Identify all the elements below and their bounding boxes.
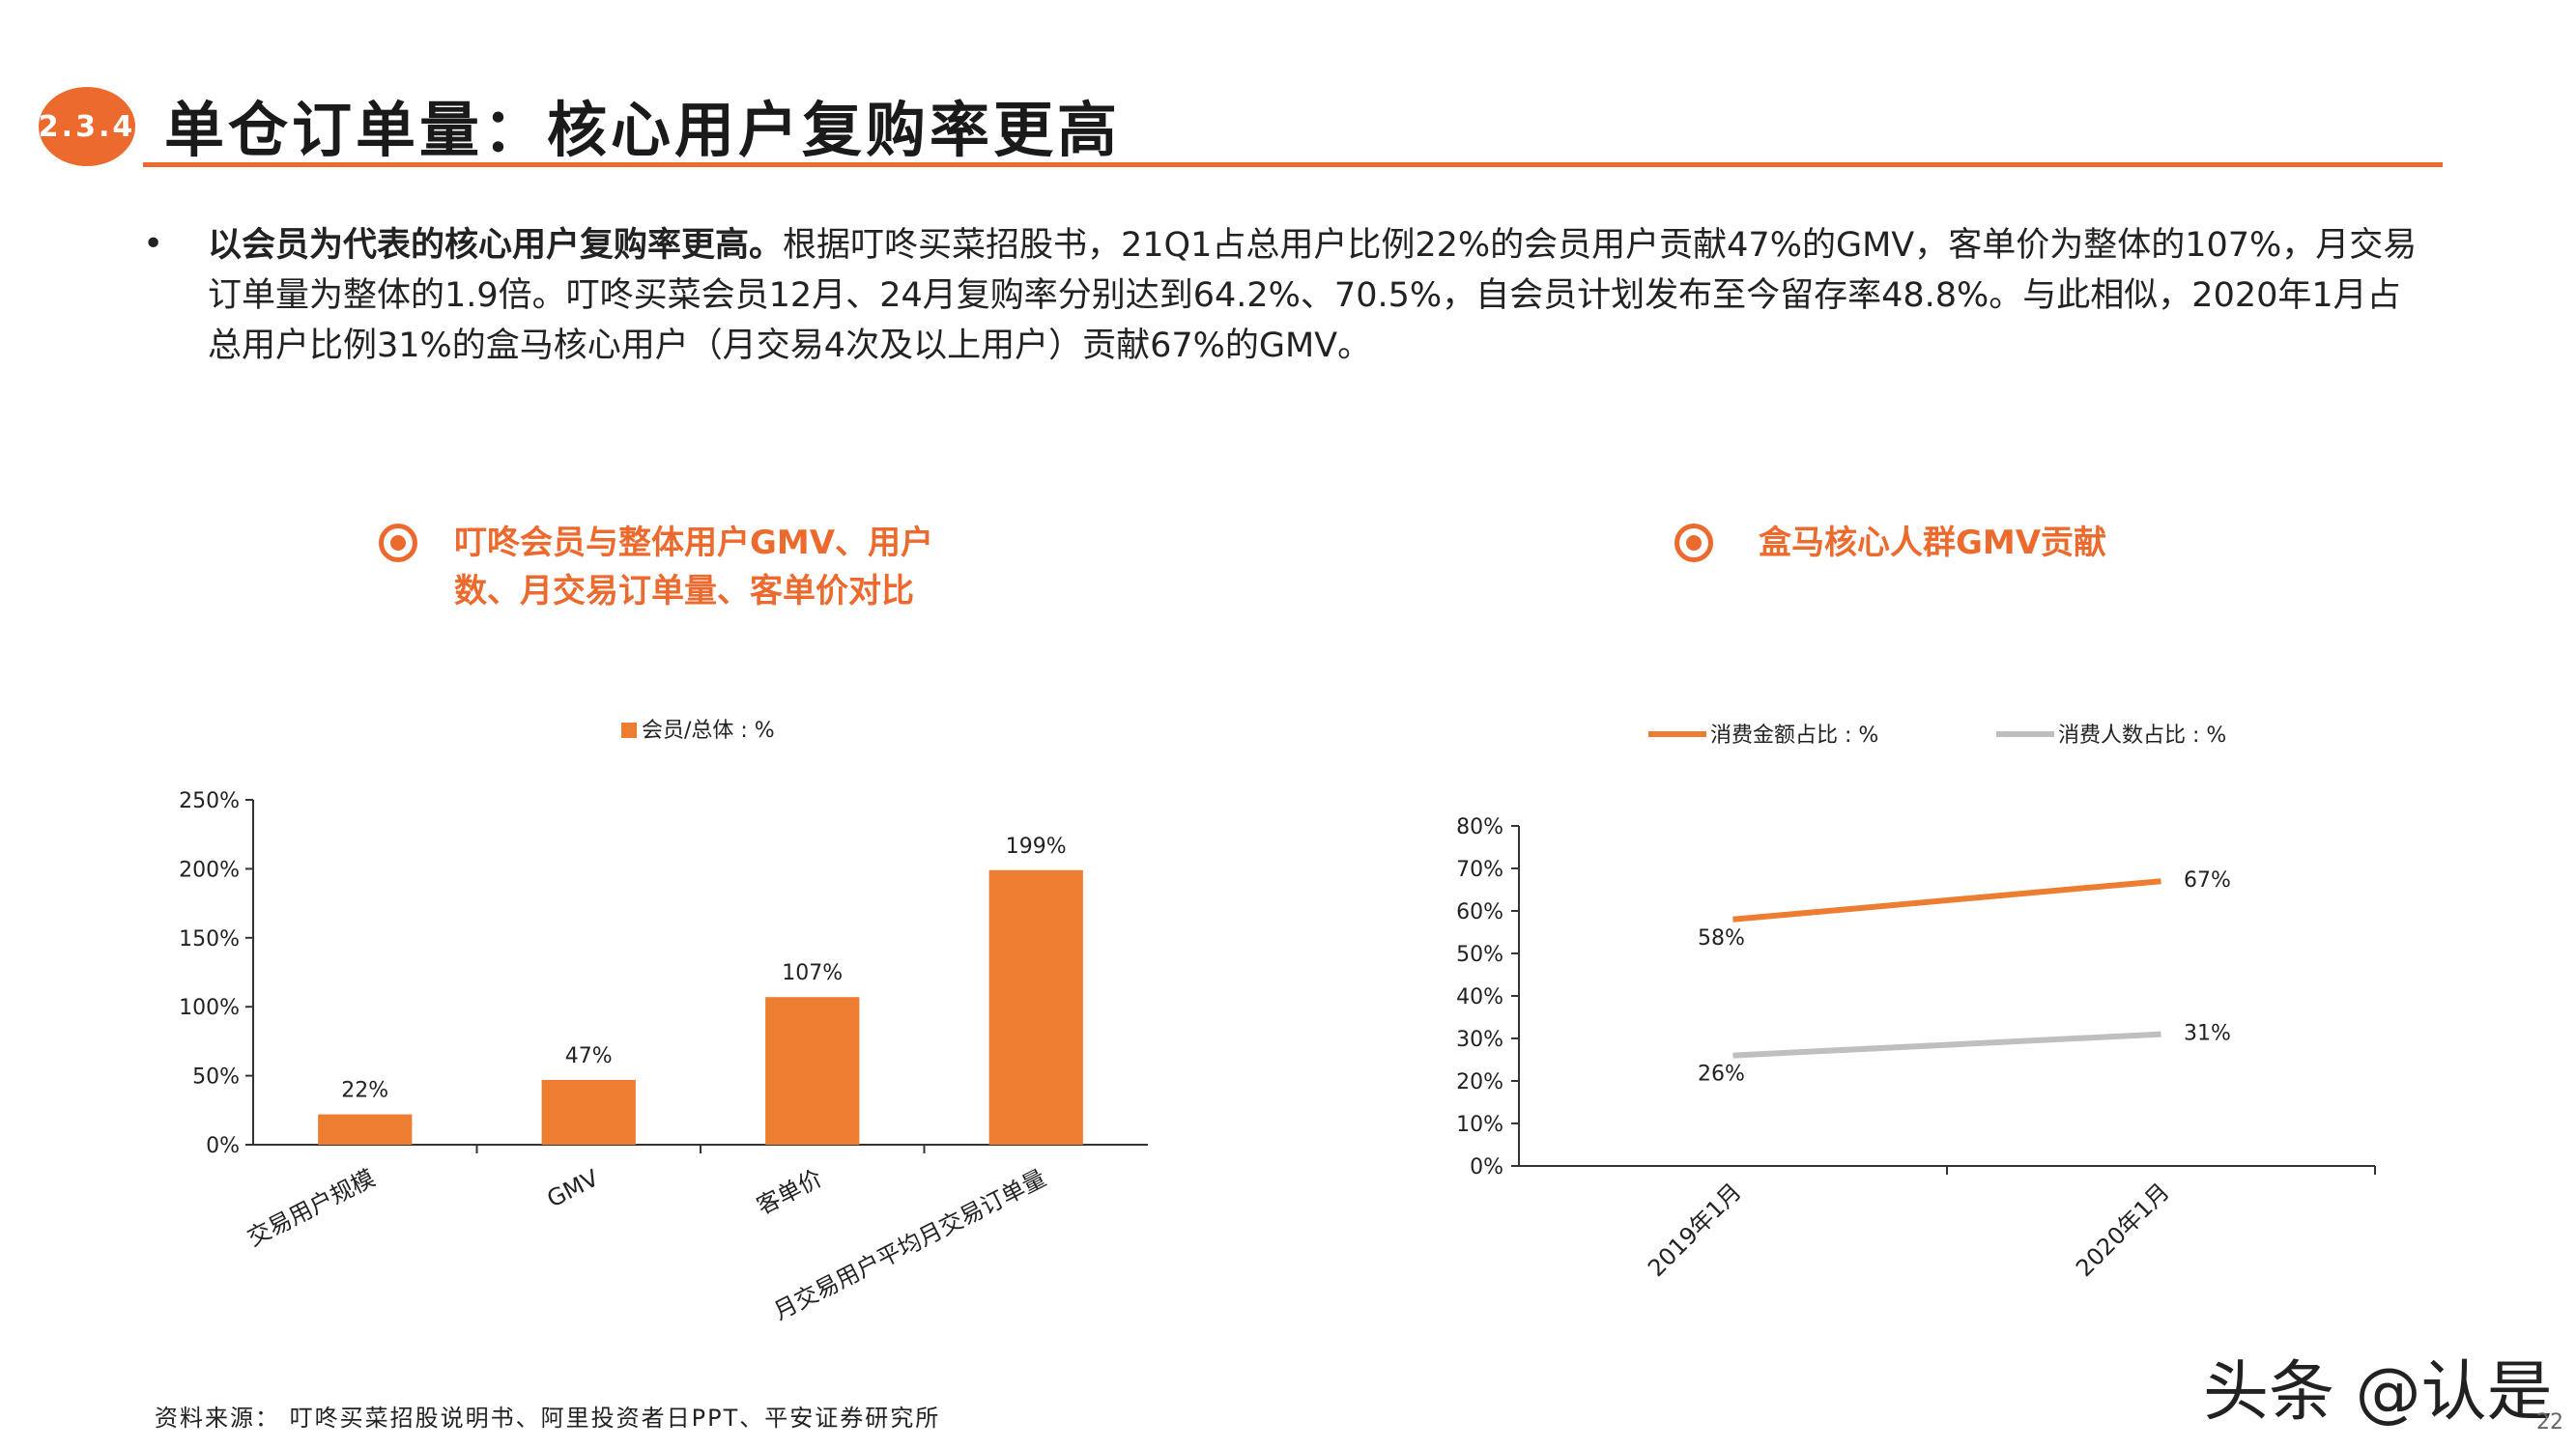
bar-y-tick-label: 250% [179, 789, 240, 813]
bar [988, 869, 1083, 1145]
title-divider [143, 162, 2443, 167]
line-y-tick-label: 20% [1456, 1070, 1503, 1094]
line-y-tick-label: 50% [1456, 943, 1503, 967]
bar-y-tick-label: 200% [179, 858, 240, 882]
bar-legend-label: 会员/总体 : % [642, 719, 775, 743]
target-icon [1674, 524, 1713, 562]
line-data-label: 31% [2184, 1022, 2231, 1046]
line-x-label: 2020年1月 [2071, 1178, 2175, 1282]
line-y-tick-label: 10% [1456, 1113, 1503, 1137]
bar [541, 1079, 636, 1145]
bar-y-tick-label: 150% [179, 927, 240, 952]
line-legend-label-amount: 消费金额占比 : % [1710, 724, 1878, 748]
line-y-tick-label: 40% [1456, 985, 1503, 1009]
bar [765, 997, 860, 1145]
bar-chart-heading: 叮咚会员与整体用户GMV、用户 数、月交易订单量、客单价对比 [454, 519, 933, 615]
line-chart-heading: 盒马核心人群GMV贡献 [1759, 524, 2107, 562]
bar-data-label: 22% [341, 1079, 388, 1103]
bar-y-tick-label: 0% [206, 1134, 240, 1158]
summary-paragraph: 以会员为代表的核心用户复购率更高。根据叮咚买菜招股书，21Q1占总用户比例22%… [208, 220, 2430, 371]
line-y-tick-label: 60% [1456, 900, 1503, 924]
line-data-label: 26% [1698, 1063, 1745, 1087]
bar-y-tick-label: 50% [192, 1065, 240, 1090]
bullet-marker: • [143, 224, 164, 264]
bar-y-tick-label: 100% [179, 996, 240, 1020]
section-number-badge: 2.3.4 [39, 87, 135, 166]
bar-legend-swatch [621, 723, 637, 738]
summary-text: 根据叮咚买菜招股书，21Q1占总用户比例22%的会员用户贡献47%的GMV，客单… [208, 226, 2418, 365]
line-series-0 [1732, 878, 2161, 923]
line-legend-label-users: 消费人数占比 : % [2058, 724, 2226, 748]
bar [318, 1114, 413, 1145]
line-y-tick-label: 70% [1456, 858, 1503, 882]
bar-data-label: 199% [1006, 835, 1067, 859]
line-data-label: 67% [2184, 868, 2231, 893]
watermark: 头条 @认是 [2203, 1354, 2553, 1431]
line-series-1 [1732, 1031, 2161, 1059]
line-y-tick-label: 0% [1470, 1155, 1503, 1179]
line-x-label: 2019年1月 [1643, 1178, 1747, 1282]
source-note: 资料来源： 叮咚买菜招股说明书、阿里投资者日PPT、平安证券研究所 [155, 1405, 941, 1432]
bar-data-label: 47% [565, 1044, 613, 1068]
line-y-tick-label: 80% [1456, 815, 1503, 839]
summary-lead: 以会员为代表的核心用户复购率更高。 [208, 226, 784, 265]
page-number: 22 [2536, 1410, 2563, 1435]
line-y-tick-label: 30% [1456, 1028, 1503, 1052]
bar-data-label: 107% [782, 961, 843, 985]
page-title: 单仓订单量：核心用户复购率更高 [164, 95, 1122, 165]
bar-chart-heading-line2: 数、月交易订单量、客单价对比 [454, 572, 914, 611]
bar-chart-heading-line1: 叮咚会员与整体用户GMV、用户 [454, 524, 934, 562]
line-data-label: 58% [1698, 926, 1745, 951]
target-icon [379, 524, 417, 562]
